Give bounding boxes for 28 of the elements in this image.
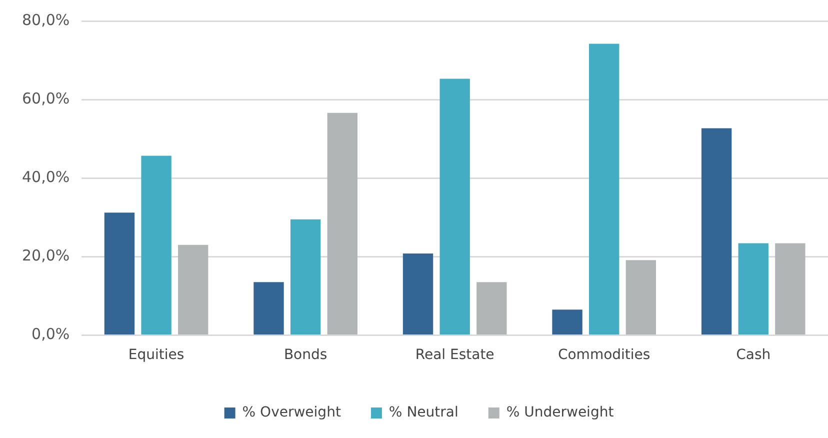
bar [104,212,135,334]
bar [290,219,321,334]
y-tick-label: 0,0% [32,325,70,344]
x-tick-label: Equities [128,347,184,364]
x-tick-label: Bonds [284,347,328,364]
bar [626,260,656,334]
bar [476,282,507,334]
x-tick-label: Commodities [558,347,650,364]
legend-label: % Underweight [506,404,614,421]
y-tick-label: 20,0% [22,246,70,265]
bar [327,112,358,334]
bar [775,243,806,334]
bar [178,244,208,334]
y-tick-label: 80,0% [22,10,70,29]
bar [552,310,582,334]
bar [738,243,768,334]
bar [701,128,732,334]
y-tick-label: 40,0% [22,168,70,186]
bar [141,156,172,334]
bar [440,78,470,334]
legend-label: % Overweight [242,404,342,421]
x-tick-label: Real Estate [415,347,494,364]
bar [254,282,284,334]
legend-label: % Neutral [388,404,458,421]
bar [402,254,434,334]
bar [589,44,620,334]
y-tick-label: 60,0% [22,89,70,108]
x-tick-label: Cash [736,347,771,364]
